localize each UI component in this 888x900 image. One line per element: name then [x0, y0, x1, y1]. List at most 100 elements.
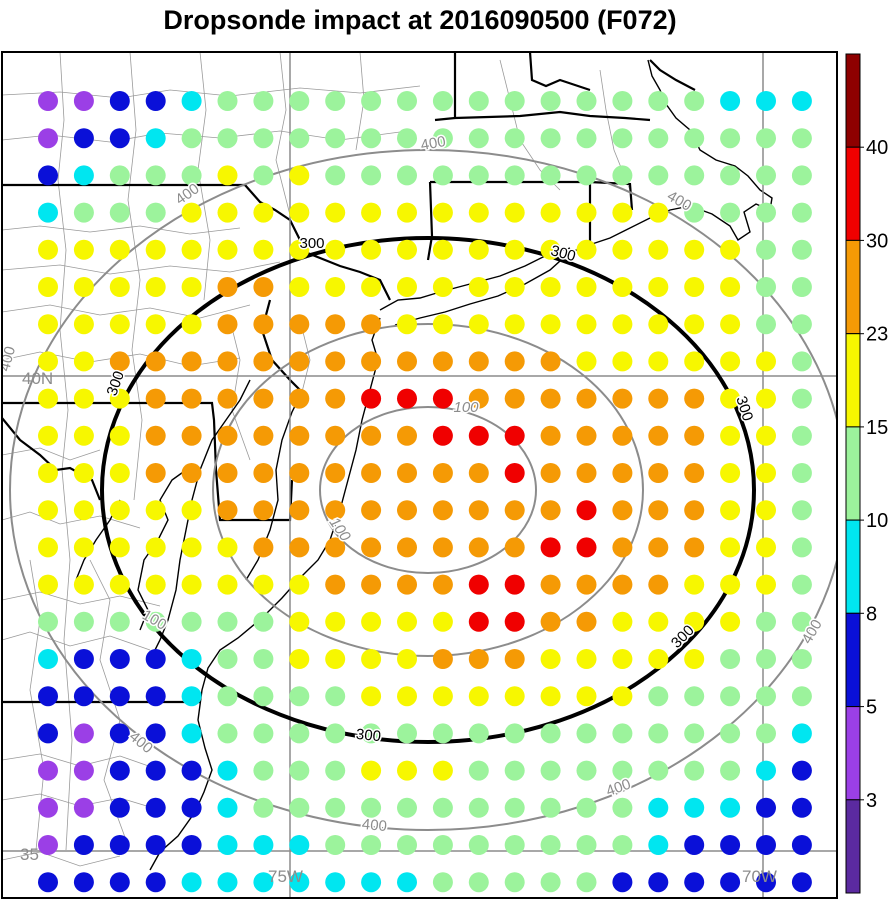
impact-dot: [791, 91, 812, 111]
impact-dot: [397, 872, 417, 893]
impact-dot: [145, 128, 166, 149]
impact-dot: [217, 500, 238, 521]
impact-dot: [540, 686, 561, 707]
impact-dot: [289, 165, 310, 186]
impact-dot: [253, 649, 274, 669]
impact-dot: [289, 314, 310, 335]
impact-dot: [325, 649, 346, 669]
impact-dot: [289, 760, 310, 781]
impact-dot: [540, 872, 561, 893]
impact-dot: [181, 425, 202, 446]
impact-dot: [576, 202, 597, 223]
impact-dot: [648, 165, 669, 186]
impact-dot: [217, 351, 238, 372]
impact-dot: [432, 277, 453, 297]
impact-dot: [432, 463, 453, 483]
impact-dot: [397, 723, 417, 744]
impact-dot: [38, 463, 58, 483]
impact-dot: [756, 91, 776, 111]
impact-dot: [468, 239, 489, 260]
impact-dot: [181, 611, 202, 632]
impact-dot: [181, 797, 202, 818]
impact-dot: [720, 649, 741, 669]
impact-dot: [576, 872, 597, 893]
impact-dot: [720, 202, 741, 223]
impact-dot: [181, 314, 202, 335]
impact-dot: [540, 723, 561, 744]
impact-dot: [720, 500, 741, 521]
impact-dot: [756, 500, 776, 521]
impact-dot: [504, 797, 525, 818]
impact-dot: [540, 202, 561, 223]
impact-dot: [217, 574, 238, 595]
impact-dot: [38, 351, 58, 372]
impact-dot: [109, 835, 130, 855]
impact-dot: [791, 351, 812, 372]
impact-dot: [325, 165, 346, 186]
impact-dot: [109, 91, 130, 111]
impact-dot: [504, 649, 525, 669]
impact-dot: [145, 277, 166, 297]
impact-dot: [253, 388, 274, 409]
impact-dot: [397, 649, 417, 669]
impact-dot: [504, 686, 525, 707]
impact-dot: [253, 128, 274, 149]
impact-dot: [397, 686, 417, 707]
impact-dot: [540, 277, 561, 297]
impact-dot: [576, 463, 597, 483]
impact-dot: [504, 537, 525, 558]
colorbar-tick-label: 5: [866, 697, 877, 719]
impact-dot: [756, 388, 776, 409]
impact-dot: [791, 128, 812, 149]
impact-dot: [289, 723, 310, 744]
impact-dot: [684, 165, 705, 186]
impact-dot: [397, 202, 417, 223]
impact-dot: [217, 611, 238, 632]
impact-dot: [684, 686, 705, 707]
impact-dot: [253, 760, 274, 781]
impact-dot: [73, 425, 94, 446]
impact-dots: [38, 91, 812, 893]
impact-dot: [38, 388, 58, 409]
impact-dot: [181, 128, 202, 149]
impact-dot: [73, 686, 94, 707]
impact-dot: [253, 537, 274, 558]
lat-35-label: 35: [20, 845, 39, 864]
impact-dot: [217, 425, 238, 446]
impact-dot: [289, 425, 310, 446]
impact-dot: [253, 165, 274, 186]
impact-dot: [38, 202, 58, 223]
impact-dot: [253, 797, 274, 818]
contour-label-300-bottom: 300: [355, 726, 382, 746]
impact-dot: [756, 351, 776, 372]
impact-dot: [397, 760, 417, 781]
colorbar-segment: [845, 706, 861, 801]
impact-dot: [720, 835, 741, 855]
impact-dot: [38, 165, 58, 186]
impact-dot: [181, 388, 202, 409]
impact-dot: [217, 91, 238, 111]
impact-dot: [217, 463, 238, 483]
impact-dot: [397, 91, 417, 111]
impact-dot: [325, 537, 346, 558]
impact-dot: [576, 128, 597, 149]
impact-dot: [720, 165, 741, 186]
impact-dot: [791, 723, 812, 744]
impact-dot: [109, 239, 130, 260]
impact-dot: [397, 463, 417, 483]
impact-dot: [468, 797, 489, 818]
impact-dot: [648, 314, 669, 335]
impact-dot: [73, 463, 94, 483]
impact-dot: [791, 611, 812, 632]
colorbar-segment: [845, 333, 861, 428]
distance-contours: [9, 149, 837, 831]
impact-dot: [504, 425, 525, 446]
impact-dot: [73, 611, 94, 632]
impact-dot: [756, 314, 776, 335]
impact-dot: [109, 463, 130, 483]
impact-dot: [576, 91, 597, 111]
impact-dot: [109, 277, 130, 297]
impact-dot: [325, 500, 346, 521]
impact-dot: [325, 611, 346, 632]
impact-dot: [109, 500, 130, 521]
